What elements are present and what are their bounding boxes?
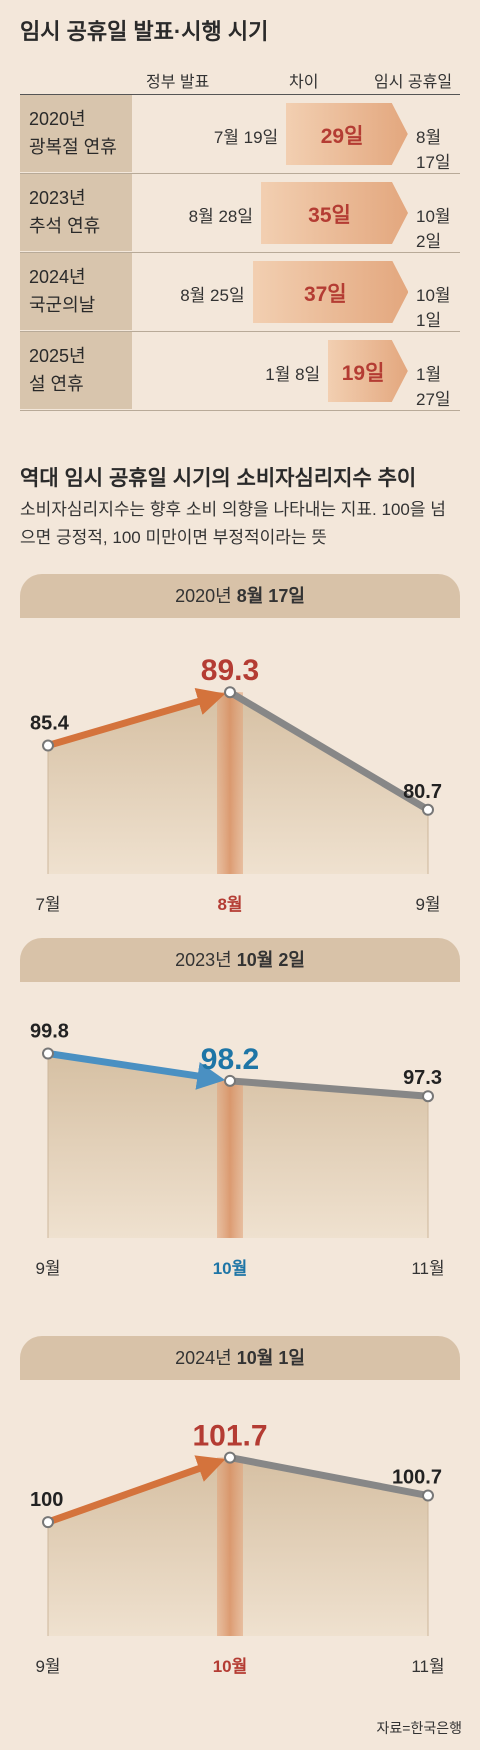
rise-arrow	[46, 1455, 226, 1526]
value-label: 101.7	[192, 1420, 267, 1453]
row-event: 설 연휴	[29, 374, 84, 394]
value-label: 97.3	[403, 1067, 442, 1089]
data-point	[224, 686, 236, 699]
value-label: 100	[30, 1489, 63, 1511]
csi-chart: 2023년 10월 2일 99.8 98.2 97.3 9월 10월 11월	[20, 938, 460, 1298]
x-tick-label: 9월	[415, 895, 440, 914]
gap-arrow	[252, 261, 408, 323]
holiday-date: 8월 17일	[416, 128, 451, 172]
gap-arrow	[328, 340, 408, 402]
fall-line	[228, 689, 430, 813]
holiday-date: 10월 2일	[416, 207, 451, 251]
x-tick-label: 7월	[35, 895, 60, 914]
x-tick-label: 9월	[35, 1657, 60, 1676]
data-point	[42, 739, 54, 752]
chart-header-date: 8월 17일	[236, 586, 305, 606]
fall-line	[229, 1454, 429, 1499]
holiday-date: 1월 27일	[416, 365, 451, 409]
value-label: 80.7	[403, 781, 442, 803]
x-tick-label: 11월	[411, 1259, 444, 1278]
x-tick-label: 9월	[35, 1259, 60, 1278]
row-year: 2020년	[29, 109, 86, 129]
x-tick-label: 11월	[411, 1657, 444, 1676]
chart-header: 2020년 8월 17일	[20, 574, 460, 618]
rise-arrow	[47, 688, 226, 749]
gap-days: 37일	[303, 283, 347, 306]
data-point	[422, 1489, 434, 1502]
holiday-band	[217, 1457, 243, 1636]
csi-chart: 2024년 10월 1일 100 101.7 100.7 9월 10월 11월	[20, 1336, 460, 1696]
chart-header-date: 10월 2일	[236, 950, 305, 970]
row-event: 추석 연휴	[29, 216, 101, 236]
gap-days: 35일	[308, 204, 351, 227]
table-top-rule	[20, 94, 460, 95]
row-year: 2025년	[29, 346, 86, 366]
holiday-band	[217, 692, 243, 874]
x-tick-label: 10월	[213, 1259, 248, 1278]
data-point	[42, 1516, 54, 1529]
chart-header-year: 2024년	[175, 1348, 232, 1368]
row-year: 2023년	[29, 188, 86, 208]
x-tick-label: 8월	[217, 895, 242, 914]
chart-plot: 100 101.7 100.7 9월 10월 11월	[30, 1420, 445, 1676]
x-tick-label: 10월	[213, 1657, 248, 1676]
main-title: 임시 공휴일 발표·시행 시기	[20, 19, 269, 44]
value-label: 89.3	[201, 654, 259, 687]
row-event: 광복절 연휴	[29, 137, 117, 157]
data-point	[224, 1074, 236, 1087]
row-year: 2024년	[29, 267, 86, 287]
gap-arrow	[261, 182, 408, 244]
chart-header-year: 2023년	[175, 950, 232, 970]
announce-date: 7월 19일	[213, 128, 279, 147]
rise-arrow	[47, 1050, 226, 1090]
col-header-gov: 정부 발표	[146, 74, 210, 91]
data-point	[422, 803, 434, 816]
csi-chart: 2020년 8월 17일 85.4 89.3 80.7 7월 8월 9월	[20, 574, 460, 934]
announce-date: 8월 28일	[188, 207, 253, 226]
section-description: 소비자심리지수는 향후 소비 의향을 나타내는 지표. 100을 넘으면 긍정적…	[20, 500, 446, 547]
row-event: 국군의날	[29, 295, 96, 315]
chart-header: 2024년 10월 1일	[20, 1336, 460, 1380]
data-point	[42, 1047, 54, 1060]
gap-days: 19일	[341, 362, 385, 385]
col-header-diff: 차이	[289, 74, 319, 91]
fall-line	[229, 1077, 429, 1100]
chart-header: 2023년 10월 2일	[20, 938, 460, 982]
chart-plot: 99.8 98.2 97.3 9월 10월 11월	[30, 1021, 445, 1279]
col-header-holiday: 임시 공휴일	[374, 74, 453, 91]
gap-days: 29일	[320, 125, 364, 148]
announce-date: 8월 25일	[180, 286, 245, 305]
section-title: 역대 임시 공휴일 시기의 소비자심리지수 추이	[20, 467, 417, 490]
value-label: 85.4	[30, 713, 70, 735]
value-label: 98.2	[201, 1043, 259, 1076]
chart-plot: 85.4 89.3 80.7 7월 8월 9월	[30, 654, 442, 914]
chart-header-date: 10월 1일	[236, 1348, 305, 1368]
announce-date: 1월 8일	[265, 365, 321, 384]
data-point	[224, 1451, 236, 1464]
chart-header-year: 2020년	[175, 586, 232, 606]
holiday-band	[217, 1080, 243, 1238]
value-label: 100.7	[392, 1467, 442, 1489]
holiday-date: 10월 1일	[416, 286, 451, 330]
gap-arrow	[286, 103, 408, 165]
value-label: 99.8	[30, 1021, 69, 1043]
source-note: 자료=한국은행	[376, 1720, 462, 1736]
data-point	[422, 1090, 434, 1103]
